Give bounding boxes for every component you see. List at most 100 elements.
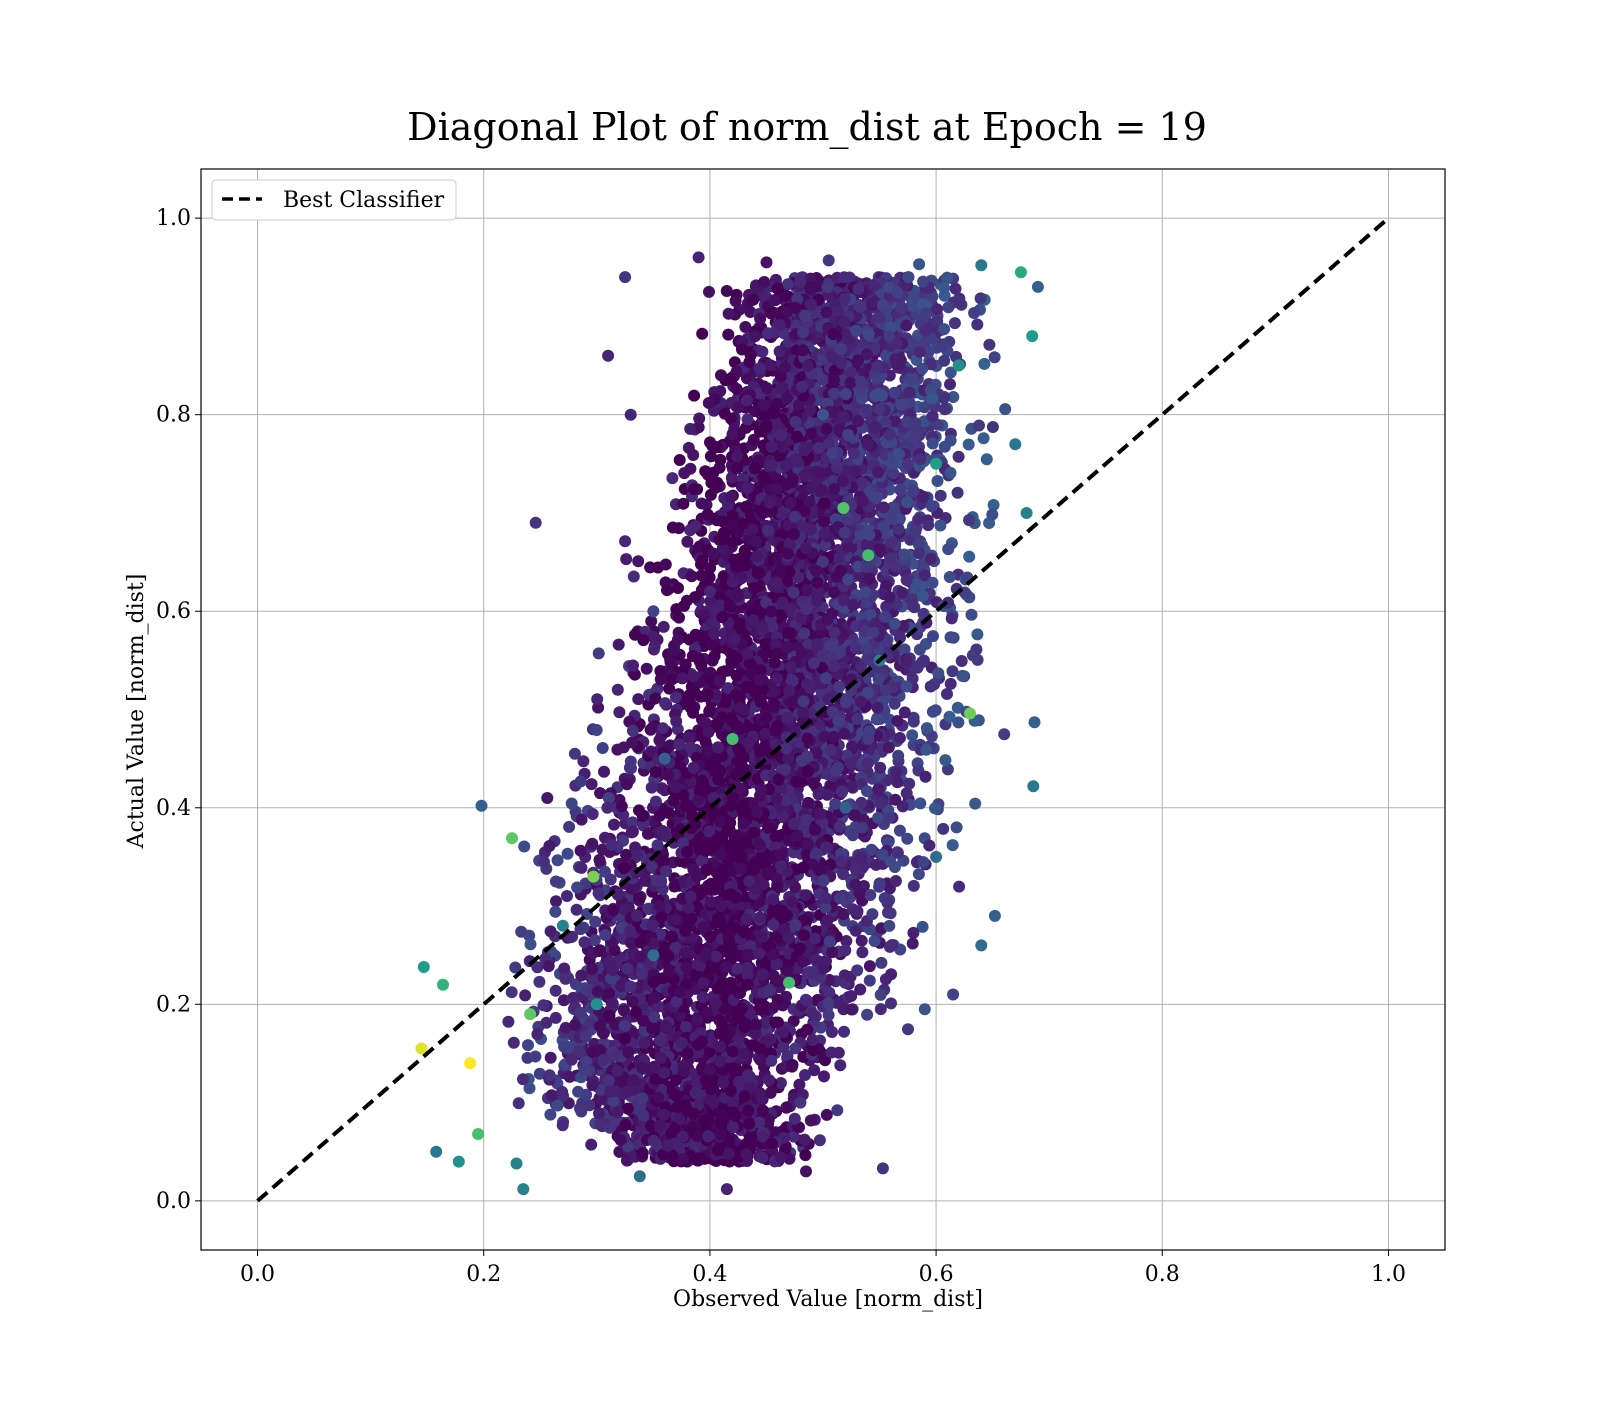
scatter-point bbox=[607, 998, 619, 1010]
scatter-point bbox=[839, 944, 851, 956]
scatter-point bbox=[519, 989, 531, 1001]
scatter-point bbox=[932, 667, 944, 679]
scatter-point bbox=[885, 968, 897, 980]
scatter-point bbox=[939, 441, 951, 453]
scatter-point bbox=[890, 875, 902, 887]
scatter-point bbox=[571, 904, 583, 916]
scatter-point bbox=[999, 403, 1011, 415]
scatter-point bbox=[688, 390, 700, 402]
scatter-point bbox=[563, 821, 575, 833]
scatter-point bbox=[641, 663, 653, 675]
scatter-point bbox=[890, 766, 902, 778]
scatter-point bbox=[953, 451, 965, 463]
scatter-point bbox=[875, 989, 887, 1001]
scatter-point bbox=[533, 976, 545, 988]
scatter-point bbox=[518, 841, 530, 853]
scatter-point bbox=[945, 678, 957, 690]
scatter-point bbox=[963, 439, 975, 451]
scatter-point bbox=[838, 1026, 850, 1038]
scatter-point bbox=[914, 797, 926, 809]
scatter-point bbox=[628, 571, 640, 583]
scatter-point bbox=[586, 778, 598, 790]
scatter-point bbox=[689, 591, 701, 603]
scatter-point bbox=[942, 543, 954, 555]
scatter-point bbox=[907, 938, 919, 950]
scatter-point bbox=[947, 665, 959, 677]
scatter-point bbox=[567, 992, 579, 1004]
scatter-point bbox=[814, 1134, 826, 1146]
scatter-point bbox=[748, 434, 760, 446]
scatter-point bbox=[616, 800, 628, 812]
scatter-point bbox=[685, 702, 697, 714]
scatter-point bbox=[799, 1149, 811, 1161]
scatter-point bbox=[762, 525, 774, 537]
scatter-point bbox=[889, 861, 901, 873]
scatter-point bbox=[908, 880, 920, 892]
scatter-point bbox=[613, 706, 625, 718]
scatter-point bbox=[522, 1039, 534, 1051]
scatter-point bbox=[913, 868, 925, 880]
scatter-point bbox=[981, 453, 993, 465]
scatter-point bbox=[513, 1097, 525, 1109]
scatter-point bbox=[591, 693, 603, 705]
scatter-point bbox=[696, 328, 708, 340]
scatter-point bbox=[666, 472, 678, 484]
scatter-point bbox=[938, 282, 950, 294]
scatter-point bbox=[632, 693, 644, 705]
scatter-point bbox=[544, 1069, 556, 1081]
scatter-point bbox=[550, 985, 562, 997]
scatter-point bbox=[932, 475, 944, 487]
scatter-point bbox=[756, 346, 768, 358]
scatter-point bbox=[550, 876, 562, 888]
scatter-point bbox=[613, 639, 625, 651]
scatter-point bbox=[730, 295, 742, 307]
scatter-point bbox=[975, 292, 987, 304]
scatter-point bbox=[998, 728, 1010, 740]
scatter-point bbox=[552, 854, 564, 866]
scatter-point bbox=[908, 716, 920, 728]
scatter-point bbox=[722, 329, 734, 341]
scatter-point bbox=[566, 798, 578, 810]
scatter-point bbox=[966, 609, 978, 621]
scatter-point bbox=[593, 647, 605, 659]
scatter-point bbox=[875, 957, 887, 969]
scatter-point bbox=[850, 925, 862, 937]
scatter-point bbox=[768, 294, 780, 306]
scatter-point bbox=[707, 655, 719, 667]
scatter-point bbox=[538, 856, 550, 868]
scatter-point bbox=[742, 413, 754, 425]
scatter-point bbox=[645, 615, 657, 627]
scatter-layer bbox=[416, 251, 1044, 1195]
scatter-point bbox=[983, 339, 995, 351]
scatter-point bbox=[684, 463, 696, 475]
chart-title: Diagonal Plot of norm_dist at Epoch = 19 bbox=[407, 105, 1207, 150]
scatter-point bbox=[626, 826, 638, 838]
scatter-point bbox=[968, 307, 980, 319]
scatter-point bbox=[661, 584, 673, 596]
scatter-point bbox=[861, 1009, 873, 1021]
scatter-point bbox=[826, 1026, 838, 1038]
scatter-point bbox=[725, 413, 737, 425]
scatter-point bbox=[696, 498, 708, 510]
scatter-point bbox=[586, 838, 598, 850]
scatter-point bbox=[922, 519, 934, 531]
scatter-point bbox=[846, 1004, 858, 1016]
scatter-point bbox=[885, 997, 897, 1009]
scatter-point bbox=[546, 1089, 558, 1101]
scatter-point bbox=[920, 744, 932, 756]
scatter-point bbox=[925, 553, 937, 565]
scatter-point bbox=[901, 833, 913, 845]
scatter-point bbox=[541, 792, 553, 804]
scatter-point bbox=[672, 582, 684, 594]
scatter-point bbox=[947, 839, 959, 851]
scatter-point bbox=[967, 649, 979, 661]
scatter-point bbox=[515, 926, 527, 938]
scatter-point bbox=[786, 896, 798, 908]
scatter-point bbox=[953, 881, 965, 893]
scatter-point bbox=[912, 514, 924, 526]
scatter-point bbox=[875, 1003, 887, 1015]
scatter-point bbox=[644, 561, 656, 573]
scatter-point bbox=[765, 359, 777, 371]
